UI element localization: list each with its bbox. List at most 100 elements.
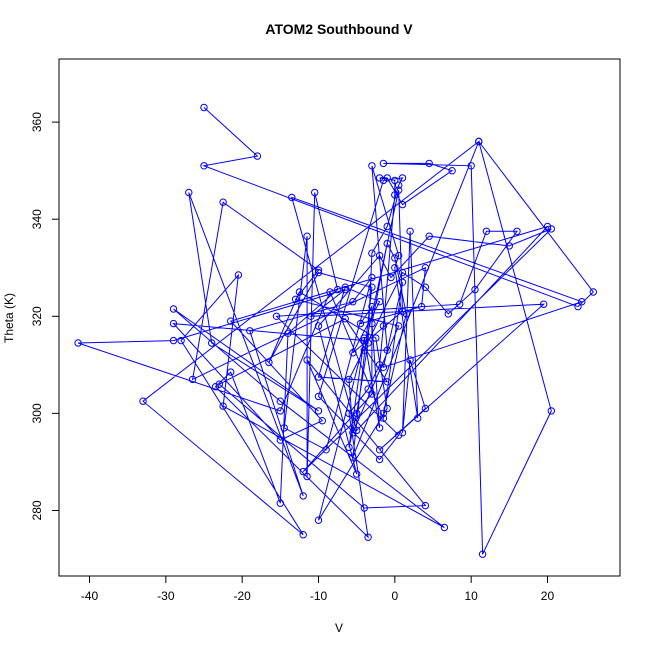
data-point [291, 295, 300, 303]
data-point [375, 298, 384, 306]
data-point [391, 254, 399, 262]
data-point [402, 310, 410, 318]
data-point [395, 322, 403, 330]
data-point [341, 285, 349, 294]
chart-title: ATOM2 Southbound V [265, 21, 413, 37]
data-point [505, 242, 513, 250]
data-point [314, 266, 323, 274]
data-point [379, 363, 388, 371]
data-point [360, 504, 368, 512]
data-point [169, 336, 178, 345]
data-point [398, 268, 407, 277]
data-point [211, 383, 220, 391]
data-point [280, 424, 288, 432]
data-point [395, 186, 403, 194]
data-point [482, 227, 491, 236]
x-tick-label: -30 [157, 589, 175, 603]
data-point [314, 322, 323, 330]
data-point [375, 424, 384, 432]
data-point [219, 402, 227, 410]
data-point [326, 288, 334, 296]
data-point [406, 227, 414, 236]
data-point [185, 188, 193, 197]
data-point [421, 264, 430, 272]
data-point [345, 443, 353, 452]
data-point [345, 409, 353, 418]
data-point [314, 407, 323, 415]
data-point [375, 455, 384, 464]
data-point [391, 176, 399, 185]
data-point [475, 137, 483, 146]
data-point [406, 356, 414, 364]
data-point [379, 322, 388, 330]
data-point [314, 392, 323, 401]
data-point [215, 380, 224, 388]
data-point [311, 188, 319, 197]
y-tick-label: 300 [30, 403, 44, 423]
data-point [379, 414, 388, 422]
data-point [456, 300, 464, 308]
data-point [200, 103, 208, 112]
x-tick-label: -20 [234, 589, 252, 603]
data-point [349, 453, 357, 461]
data-point [547, 407, 555, 415]
data-point [478, 550, 487, 558]
data-point [349, 349, 357, 357]
data-point [272, 312, 281, 320]
data-point [387, 273, 395, 282]
x-tick-label: 10 [464, 589, 478, 603]
data-point [383, 346, 391, 354]
data-point [379, 176, 388, 185]
data-point [375, 251, 384, 260]
x-tick-label: -10 [310, 589, 328, 603]
data-point [375, 361, 384, 369]
data-point [299, 492, 307, 500]
data-point [314, 268, 323, 277]
data-point [349, 429, 357, 437]
data-point [303, 472, 311, 481]
data-point [383, 222, 391, 231]
y-axis: 280 300 320 340 360 [30, 112, 60, 520]
data-point [417, 302, 426, 311]
data-point [349, 298, 357, 306]
data-point [368, 273, 376, 282]
series-line-v-theta [77, 107, 594, 555]
data-point [219, 198, 227, 206]
data-point [314, 516, 323, 524]
data-point [383, 378, 391, 386]
data-point [314, 373, 323, 381]
data-point [288, 193, 296, 202]
data-point [383, 404, 391, 413]
data-point [368, 249, 376, 257]
data-point [375, 174, 384, 182]
data-point [379, 409, 388, 418]
data-point [398, 307, 407, 316]
y-tick-label: 280 [30, 500, 44, 520]
data-point [398, 200, 407, 209]
data-point [318, 417, 326, 425]
data-point [353, 470, 361, 478]
data-point [440, 523, 449, 532]
data-point [200, 162, 208, 170]
data-point [398, 429, 407, 437]
data-point [375, 446, 384, 454]
data-point [398, 278, 407, 286]
data-point [276, 499, 284, 507]
data-point [208, 339, 216, 347]
data-point [333, 285, 342, 294]
data-point [368, 162, 376, 170]
data-point [265, 358, 273, 367]
data-point [360, 336, 368, 345]
data-point [391, 264, 399, 272]
data-point [364, 385, 372, 393]
data-point [578, 298, 586, 306]
x-axis: -40 -30 -20 -10 0 10 20 [81, 575, 554, 603]
data-point [589, 288, 597, 296]
data-point [299, 467, 307, 476]
data-point [395, 431, 403, 439]
data-point [276, 407, 284, 415]
data-point [307, 312, 315, 320]
data-point [395, 181, 403, 189]
data-point [74, 339, 82, 347]
